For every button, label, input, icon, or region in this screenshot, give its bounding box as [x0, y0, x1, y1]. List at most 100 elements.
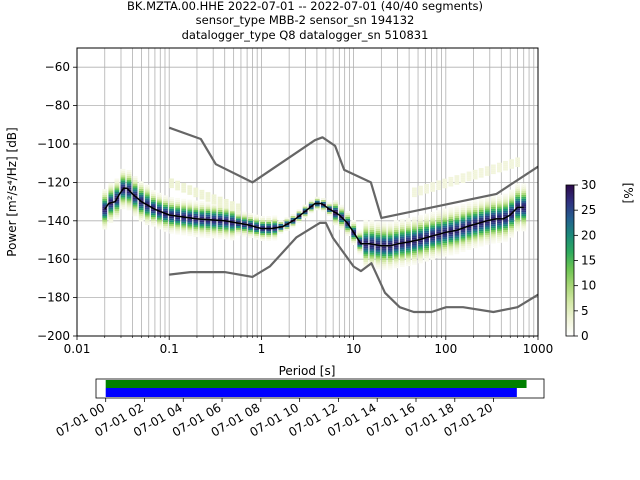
y-tick-label: −160 [37, 252, 70, 266]
histogram-cell [114, 178, 120, 181]
histogram-cell [478, 229, 484, 232]
histogram-cell [193, 221, 199, 224]
histogram-cell [497, 208, 502, 211]
histogram-cell [181, 184, 187, 187]
histogram-cell [296, 218, 302, 221]
histogram-cell [308, 201, 314, 204]
histogram-cell [114, 180, 120, 183]
histogram-cell [199, 231, 205, 234]
histogram-cell [418, 259, 423, 262]
histogram-cell [345, 226, 351, 229]
histogram-cell [235, 211, 241, 214]
histogram-cell [169, 184, 174, 187]
histogram-cell [114, 188, 120, 191]
histogram-cell [272, 228, 278, 231]
histogram-cell [120, 191, 126, 194]
histogram-cell [193, 225, 199, 228]
histogram-cell [120, 190, 126, 192]
histogram-cell [484, 225, 490, 228]
histogram-cell [108, 194, 114, 197]
histogram-cell [436, 212, 442, 215]
histogram-cell [478, 168, 484, 170]
histogram-cell [248, 230, 253, 233]
colorbar-tick-label: 25 [581, 203, 596, 217]
histogram-cell [144, 190, 150, 193]
histogram-cell [120, 201, 126, 204]
histogram-cell [126, 187, 132, 190]
histogram-cell [205, 224, 211, 227]
histogram-cell [381, 225, 387, 228]
histogram-cell [150, 220, 156, 223]
histogram-cell [357, 244, 363, 247]
histogram-cell [193, 191, 199, 194]
histogram-cell [430, 256, 436, 258]
histogram-cell [163, 222, 168, 225]
histogram-cell [150, 205, 156, 208]
histogram-cell [260, 229, 266, 232]
histogram-cell [466, 215, 472, 218]
histogram-cell [102, 200, 108, 203]
histogram-cell [460, 181, 466, 183]
histogram-cell [509, 216, 514, 219]
histogram-cell [418, 219, 423, 222]
histogram-cell [187, 209, 193, 212]
histogram-cell [448, 253, 454, 256]
histogram-cell [466, 223, 472, 226]
histogram-cell [302, 206, 308, 209]
histogram-cell [424, 223, 429, 226]
colorbar-tick-label: 20 [581, 228, 596, 242]
histogram-cell [442, 254, 448, 257]
histogram-cell [102, 198, 108, 201]
histogram-cell [163, 208, 168, 211]
histogram-cell [351, 235, 357, 238]
histogram-cell [484, 223, 490, 226]
histogram-cell [442, 241, 448, 244]
histogram-cell [448, 232, 454, 235]
histogram-cell [223, 231, 229, 234]
histogram-cell [229, 211, 235, 214]
histogram-cell [515, 216, 521, 218]
histogram-cell [490, 231, 496, 234]
histogram-cell [144, 213, 150, 216]
histogram-cell [442, 235, 448, 238]
data-coverage-bar [105, 380, 527, 388]
histogram-cell [272, 221, 278, 224]
histogram-cell [314, 196, 320, 199]
histogram-cell [320, 198, 326, 200]
histogram-cell [296, 217, 302, 219]
histogram-cell [363, 225, 369, 228]
histogram-cell [278, 231, 284, 234]
histogram-cell [466, 179, 472, 182]
histogram-cell [272, 238, 278, 241]
histogram-cell [193, 227, 199, 230]
histogram-cell [327, 211, 332, 214]
histogram-cell [497, 166, 502, 169]
histogram-cell [515, 229, 521, 232]
histogram-cell [339, 210, 344, 213]
histogram-cell [132, 199, 138, 201]
histogram-cell [339, 225, 344, 228]
histogram-cell [503, 209, 508, 211]
histogram-cell [102, 191, 108, 193]
histogram-cell [448, 241, 454, 244]
histogram-cell [150, 217, 156, 219]
histogram-cell [266, 221, 272, 224]
histogram-cell [369, 245, 375, 248]
histogram-cell [472, 234, 478, 237]
histogram-cell [363, 233, 369, 236]
histogram-cell [205, 214, 211, 217]
y-tick-label: −120 [37, 175, 70, 189]
histogram-cell [442, 216, 448, 219]
histogram-cell [157, 212, 162, 214]
histogram-cell [114, 182, 120, 185]
histogram-cell [102, 216, 108, 218]
histogram-cell [484, 221, 490, 224]
histogram-cell [472, 221, 478, 224]
histogram-cell [466, 221, 472, 224]
histogram-cell [102, 221, 108, 224]
histogram-cell [515, 187, 521, 190]
histogram-cell [430, 231, 436, 233]
histogram-cell [120, 195, 126, 198]
histogram-cell [266, 231, 272, 234]
histogram-cell [205, 216, 211, 219]
